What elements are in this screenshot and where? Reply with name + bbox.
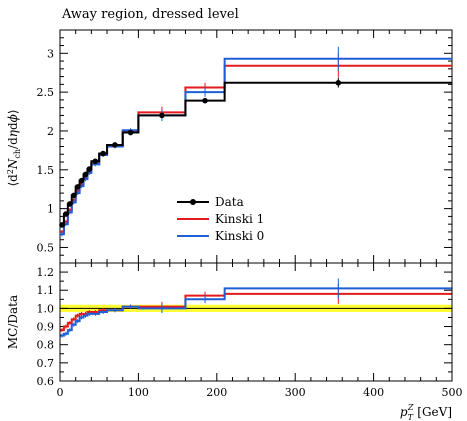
x-tick-label: 300 [285, 386, 306, 399]
main-y-tick-label: 1 [47, 203, 54, 216]
legend-entry-data: Data [177, 195, 244, 209]
legend-label-kinski-1: Kinski 1 [215, 212, 264, 226]
data-point [112, 142, 118, 148]
data-point [92, 158, 99, 165]
ratio-y-tick-label: 1.2 [37, 266, 55, 279]
ratio-ticks: 0.6 0.7 0.8 0.9 1.0 1.1 1.2 0 100 200 300 400 500 [37, 263, 463, 399]
legend-entry-kinski-0: Kinski 0 [177, 229, 264, 243]
data-point [70, 192, 77, 199]
x-tick-label: 100 [128, 386, 149, 399]
main-y-axis-label: ⟨d2Nch/dηdϕ⟩ [6, 109, 22, 186]
main-y-tick-label: 3 [47, 47, 54, 60]
data-point [82, 171, 89, 178]
data-point [202, 97, 208, 104]
legend-label-kinski-0: Kinski 0 [215, 229, 264, 243]
legend: Data Kinski 1 Kinski 0 [177, 195, 264, 243]
x-tick-label: 200 [206, 386, 227, 399]
data-point [100, 150, 106, 157]
ratio-y-tick-label: 0.6 [37, 375, 55, 388]
series-line-data [60, 81, 452, 226]
series-line-kinski-0 [60, 57, 452, 236]
ratio-y-axis-label: MC/Data [6, 295, 20, 349]
main-series-group [59, 46, 452, 237]
main-panel: 0.5 1 1.5 2 2.5 3 ⟨d2Nch/dηdϕ⟩ Data Kinski 1 … [6, 29, 453, 264]
main-y-tick-label: 0.5 [37, 241, 55, 254]
x-tick-label: 500 [442, 386, 463, 399]
data-point [335, 80, 342, 86]
x-tick-label: 400 [363, 386, 384, 399]
x-axis-label: pTZ [GeV] [400, 403, 452, 421]
chart-title: Away region, dressed level [61, 7, 239, 22]
data-point [127, 129, 134, 136]
ratio-y-tick-label: 0.7 [37, 357, 55, 370]
ratio-plot-frame [59, 262, 453, 382]
ratio-panel: 0.6 0.7 0.8 0.9 1.0 1.1 1.2 0 100 200 300 400 500 MC… [6, 262, 463, 421]
data-point [63, 211, 69, 217]
main-y-tick-label: 2 [47, 125, 54, 138]
data-point [78, 177, 85, 184]
ratio-y-tick-label: 0.8 [37, 339, 55, 352]
legend-label-data: Data [215, 195, 244, 209]
data-point [86, 166, 93, 172]
legend-entry-kinski-1: Kinski 1 [177, 212, 264, 226]
ratio-y-tick-label: 1.0 [37, 302, 55, 315]
data-point [159, 112, 165, 119]
series-line-kinski-1 [60, 64, 452, 233]
data-point [67, 201, 73, 207]
x-tick-label: 0 [57, 386, 64, 399]
legend-marker-dot-data [190, 199, 196, 205]
data-point [59, 222, 65, 228]
main-y-tick-label: 1.5 [37, 164, 55, 177]
ratio-series-group [60, 278, 452, 338]
ratio-y-tick-label: 1.1 [37, 284, 55, 297]
main-y-tick-label: 2.5 [37, 86, 55, 99]
ratio-y-tick-label: 0.9 [37, 321, 55, 334]
main-ticks: 0.5 1 1.5 2 2.5 3 [37, 30, 453, 263]
ratio-line-kinski-0 [60, 287, 452, 337]
data-point [74, 184, 81, 190]
